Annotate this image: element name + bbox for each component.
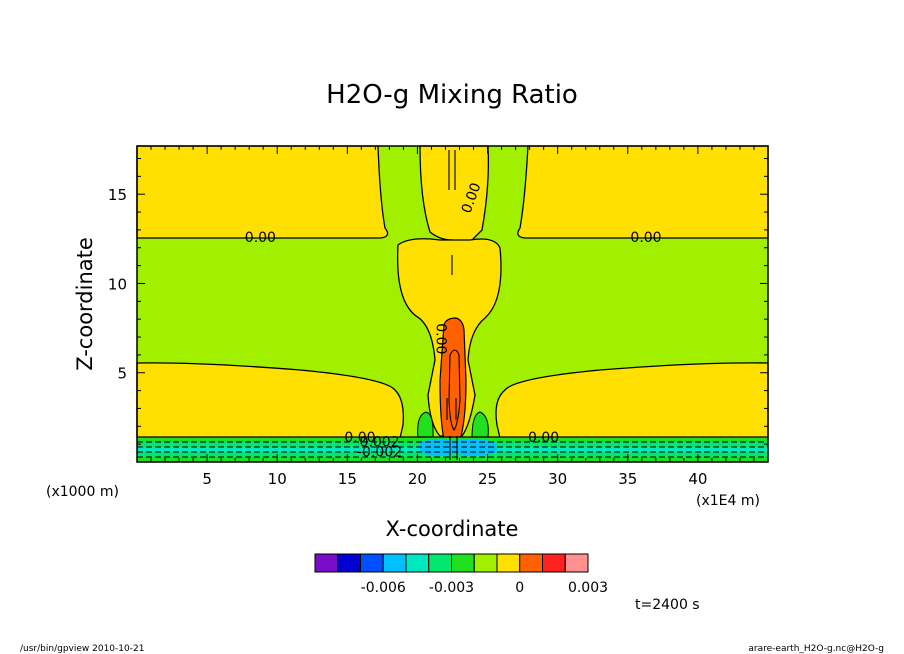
- contour-label: 0.002: [360, 434, 400, 450]
- x-tick-label: 25: [478, 470, 497, 488]
- contour-region-core-inner: [448, 349, 461, 431]
- x-tick-label: 5: [202, 470, 212, 488]
- contour-label: 0.00: [630, 230, 661, 246]
- plot-area: 0.00 0.000.000.000.00 0.000.002-0.002: [136, 145, 769, 463]
- colorbar-swatch: [405, 553, 430, 573]
- colorbar-swatch: [337, 553, 361, 573]
- y-tick-label: 15: [108, 186, 127, 204]
- colorbar-swatch: [360, 553, 384, 573]
- x-unit-left: (x1000 m): [46, 484, 119, 500]
- contour-bubble-right: [471, 411, 489, 439]
- colorbar-swatch: [542, 553, 566, 573]
- colorbar: [314, 553, 589, 573]
- colorbar-swatch: [382, 553, 407, 573]
- colorbar-swatch: [473, 553, 498, 573]
- contour-region-upper-left: [136, 145, 389, 239]
- contour-label: 0.00: [245, 230, 276, 246]
- contour-column-filaments: [446, 150, 458, 460]
- x-tick-label: 20: [408, 470, 427, 488]
- time-label: t=2400 s: [635, 597, 700, 613]
- contour-label: -0.002: [357, 444, 402, 460]
- footer-right: arare-earth_H2O-g.nc@H2O-g: [748, 644, 884, 654]
- footer-left: /usr/bin/gpview 2010-10-21: [20, 644, 144, 654]
- colorbar-swatch: [496, 553, 521, 573]
- contour-labels: 0.00 0.000.000.000.00 0.000.002-0.002: [245, 181, 662, 461]
- contour-region-lower-left: [136, 362, 404, 439]
- x-tick-label: 30: [548, 470, 567, 488]
- colorbar-tick-label: 0.003: [568, 580, 608, 596]
- contour-bubble-left: [417, 411, 434, 439]
- colorbar-swatch: [564, 553, 589, 573]
- surface-band-5: [137, 457, 768, 462]
- axis-ticks: [137, 146, 768, 462]
- x-axis-label: X-coordinate: [386, 517, 519, 541]
- surface-band-1: [137, 437, 768, 442]
- x-unit-right: (x1E4 m): [696, 493, 760, 509]
- colorbar-tick-label: -0.006: [361, 580, 406, 596]
- colorbar-tick-label: 0: [515, 580, 524, 596]
- plot-frame: [136, 145, 769, 463]
- colorbar-labels: -0.006 -0.003 0 0.003: [361, 580, 608, 596]
- y-tick-label: 5: [117, 365, 127, 383]
- x-tick-label: 10: [268, 470, 287, 488]
- contour-region-lower-right: [495, 362, 769, 439]
- y-axis-label: Z-coordinate: [73, 237, 97, 371]
- chart-title: H2O-g Mixing Ratio: [326, 80, 578, 110]
- surface-turbulence: [420, 438, 498, 456]
- x-tick-label: 40: [688, 470, 707, 488]
- contour-region-upper-right: [517, 145, 769, 239]
- contour-label: 0.00: [528, 430, 559, 446]
- y-tick-labels: 5 10 15: [108, 186, 127, 383]
- contour-label: 0.00: [344, 430, 375, 446]
- surface-band-4: [137, 452, 768, 457]
- colorbar-swatch: [314, 553, 339, 573]
- contour-label: 0.00: [432, 323, 448, 354]
- colorbar-swatch: [428, 553, 452, 573]
- x-tick-label: 15: [338, 470, 357, 488]
- x-tick-label: 35: [618, 470, 637, 488]
- colorbar-tick-label: -0.003: [429, 580, 474, 596]
- y-tick-label: 10: [108, 275, 127, 293]
- colorbar-swatch: [451, 553, 475, 573]
- colorbar-swatch: [519, 553, 543, 573]
- x-tick-labels: 5 10 15 20 25 30 35 40: [202, 470, 707, 488]
